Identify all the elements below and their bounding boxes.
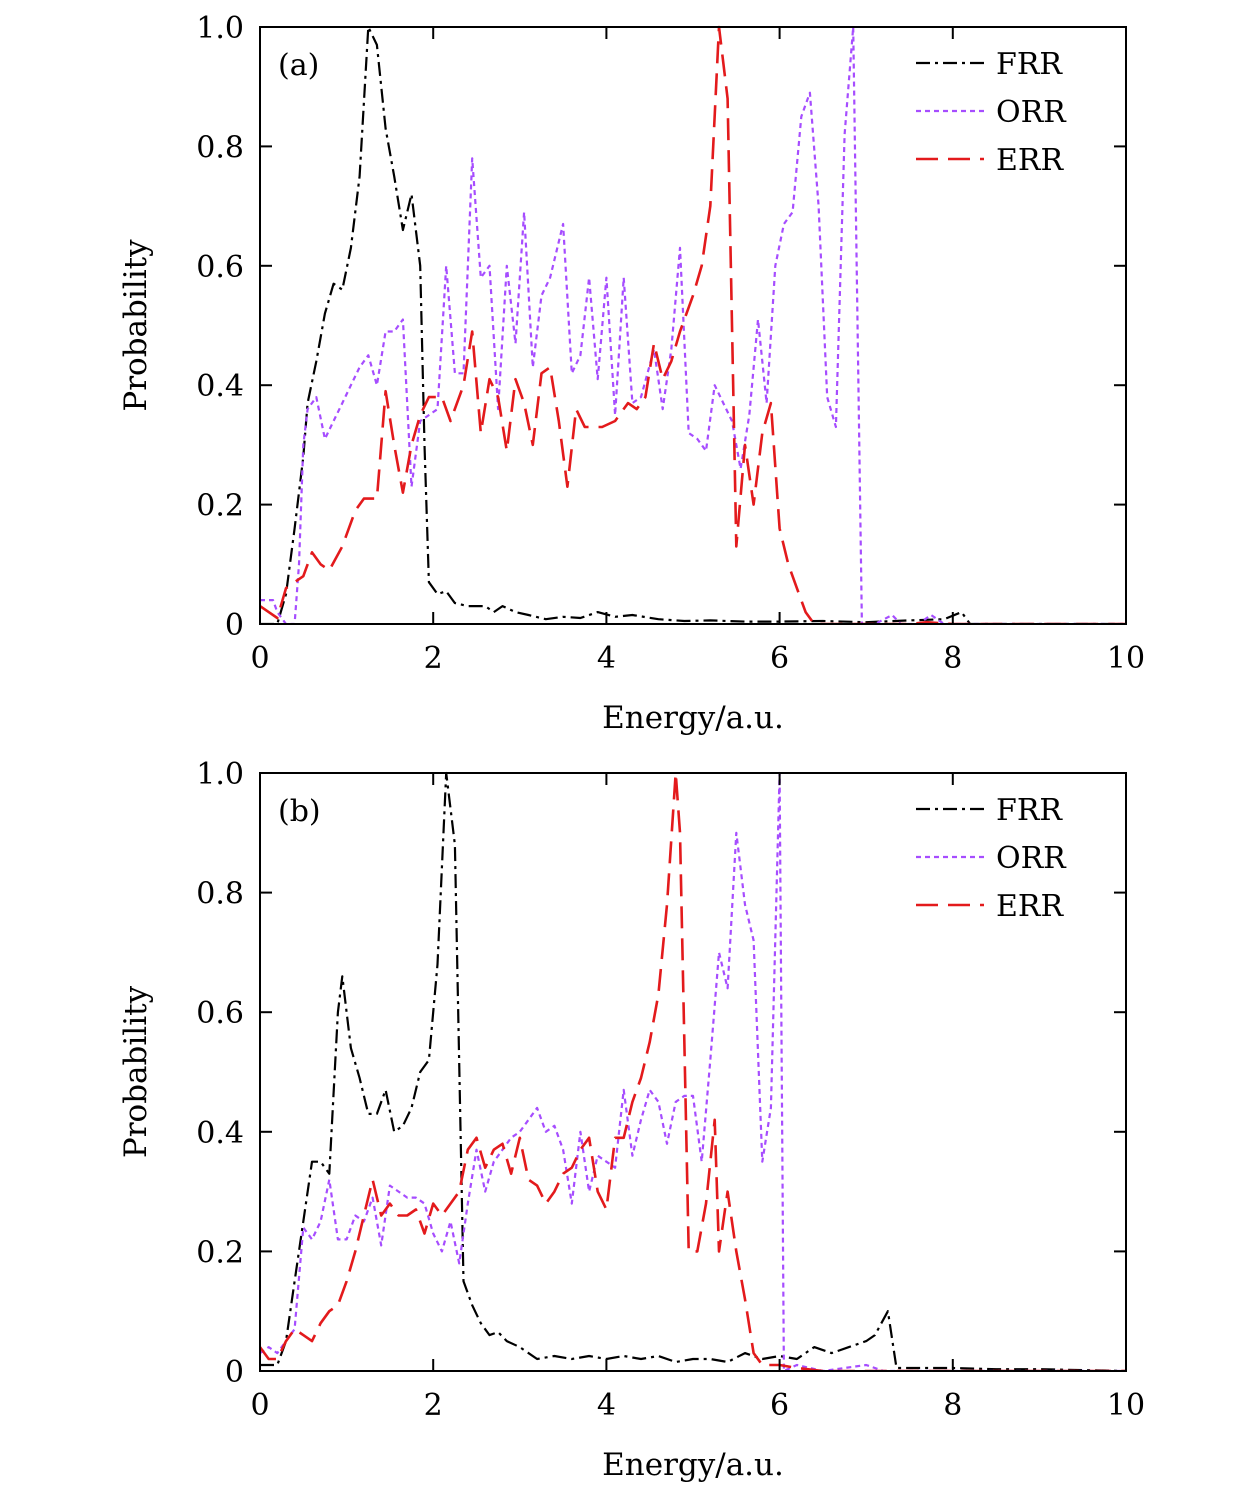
legend-label-frr: FRR bbox=[996, 47, 1063, 82]
series-line-err bbox=[260, 771, 1126, 1371]
x-tick-label: 10 bbox=[1107, 641, 1145, 676]
y-tick-label: 0.6 bbox=[196, 996, 244, 1031]
x-tick-label: 6 bbox=[770, 1388, 789, 1423]
legend: FRR ORR ERR bbox=[916, 793, 1067, 924]
plot-frame bbox=[259, 772, 1127, 1372]
legend-label-err: ERR bbox=[996, 889, 1064, 924]
x-tick-label: 8 bbox=[943, 1388, 962, 1423]
y-tick-label: 0.4 bbox=[196, 369, 244, 404]
x-tick-label: 8 bbox=[943, 641, 962, 676]
panel-label: (b) bbox=[278, 794, 321, 829]
y-tick-label: 0.8 bbox=[196, 130, 244, 165]
plot-frame bbox=[259, 26, 1127, 625]
x-tick-label: 4 bbox=[597, 641, 616, 676]
legend-label-orr: ORR bbox=[996, 95, 1067, 130]
y-tick-label: 0.4 bbox=[196, 1116, 244, 1151]
y-axis-label: Probability bbox=[118, 239, 154, 412]
series-group bbox=[260, 771, 1126, 1371]
y-tick-label: 0.2 bbox=[196, 1235, 244, 1270]
y-tick-label: 0 bbox=[225, 1355, 244, 1390]
y-tick-label: 1.0 bbox=[196, 11, 244, 46]
y-tick-label: 0.6 bbox=[196, 250, 244, 285]
series-line-err bbox=[260, 25, 1126, 624]
x-tick-label: 2 bbox=[424, 1388, 443, 1423]
panel-label: (a) bbox=[278, 48, 319, 83]
series-line-orr bbox=[260, 25, 1126, 624]
x-tick-label: 10 bbox=[1107, 1388, 1145, 1423]
panel-b: 0 2 4 6 8 10 0 0.2 0.4 0.6 0.8 1.0 Energy/a.u. Probab… bbox=[118, 757, 1145, 1483]
legend-label-frr: FRR bbox=[996, 793, 1063, 828]
x-tick-label: 6 bbox=[770, 641, 789, 676]
legend: FRR ORR ERR bbox=[916, 47, 1067, 178]
series-line-orr bbox=[260, 771, 1126, 1371]
x-tick-label: 2 bbox=[424, 641, 443, 676]
x-axis-label: Energy/a.u. bbox=[602, 1447, 784, 1483]
y-axis-label: Probability bbox=[118, 985, 154, 1158]
legend-label-err: ERR bbox=[996, 143, 1064, 178]
x-tick-label: 0 bbox=[250, 641, 269, 676]
y-tick-label: 0.8 bbox=[196, 877, 244, 912]
panel-a: 0 2 4 6 8 10 0 0.2 0.4 0.6 0.8 1.0 Energy/a.u. Probab… bbox=[118, 11, 1145, 736]
y-tick-label: 0 bbox=[225, 608, 244, 643]
y-tick-label: 0.2 bbox=[196, 489, 244, 524]
legend-label-orr: ORR bbox=[996, 841, 1067, 876]
series-line-frr bbox=[260, 771, 1126, 1371]
y-tick-label: 1.0 bbox=[196, 757, 244, 792]
x-tick-label: 4 bbox=[597, 1388, 616, 1423]
series-group bbox=[260, 25, 1126, 624]
x-tick-label: 0 bbox=[250, 1388, 269, 1423]
x-axis-label: Energy/a.u. bbox=[602, 700, 784, 736]
